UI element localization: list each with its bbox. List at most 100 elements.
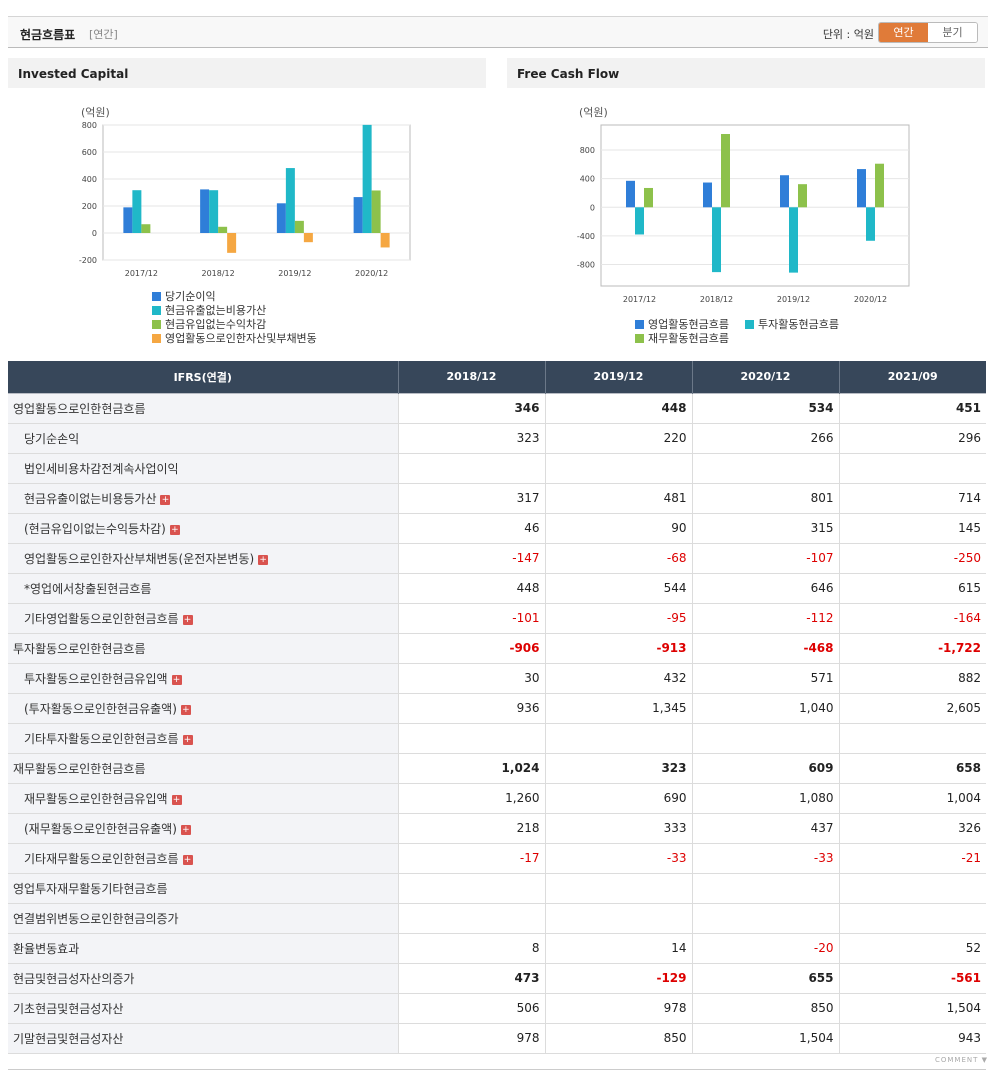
bar [362,124,372,233]
expand-icon[interactable]: + [180,704,191,715]
row-value: 571 [691,663,839,694]
table-row: 연결범위변동으로인한현금의증가 [8,902,986,934]
table-row: 재무활동으로인한현금유입액 +1,260 690 1,080 1,004 [8,783,986,814]
row-value: 296 [838,423,986,454]
row-value: 90 [544,513,692,544]
row-value: 1,345 [544,693,692,724]
row-value: 609 [691,752,839,784]
row-value: 473 [397,962,545,994]
table-row: 기말현금및현금성자산 978 850 1,504 943 [8,1022,986,1054]
table-row: 영업투자재무활동기타현금흐름 [8,872,986,904]
row-value: 1,024 [397,752,545,784]
row-value: 943 [838,1022,986,1054]
row-value: 714 [838,483,986,514]
bar [626,180,635,208]
row-label-text: 투자활동으로인한현금유입액 [24,671,168,686]
expand-icon[interactable]: + [171,674,182,685]
row-label: (재무활동으로인한현금유출액) + [8,813,398,844]
expand-icon[interactable]: + [169,524,180,535]
free-cash-flow-chart: (억원) 800 400 0 -400 -800 2017/12 2018/12 2019/12… [577,106,910,345]
row-value: 323 [544,752,692,784]
row-value [838,453,986,484]
row-label: 기타투자활동으로인한현금흐름 + [8,723,398,754]
row-value: 52 [838,932,986,964]
legend-swatch [635,334,644,343]
row-label-text: 투자활동으로인한현금흐름 [13,641,146,656]
free-cash-flow-panel: Free Cash Flow (억원) 800 400 0 -400 -800 2017/1… [507,58,985,354]
table-row: 영업활동으로인한자산부채변동(운전자본변동) + -147 -68 -107 -250 [8,543,986,574]
row-value: 326 [838,813,986,844]
quarterly-button[interactable]: 분기 [928,23,977,42]
row-value: 978 [544,992,692,1024]
page-title: 현금흐름표 [20,28,76,42]
comment-toggle[interactable]: COMMENT ▼ [934,1056,988,1064]
legend-swatch [152,306,161,315]
unit-label: 단위 : 억원 [822,28,874,41]
row-label-text: 기타투자활동으로인한현금흐름 [24,731,179,746]
row-value [544,902,692,934]
bar [798,184,807,208]
bar [218,226,228,233]
expand-icon[interactable]: + [182,854,193,865]
row-label-text: 당기순손익 [24,431,80,446]
row-label: 투자활동으로인한현금유입액 + [8,663,398,694]
expand-icon[interactable]: + [180,824,191,835]
legend-label: 현금유출없는비용가산 [165,304,266,317]
bar [209,190,219,233]
row-label: (투자활동으로인한현금유출액) + [8,693,398,724]
legend-label: 투자활동현금흐름 [758,317,839,331]
row-value: 658 [838,752,986,784]
row-value: -33 [691,843,839,874]
y-tick-label: 400 [82,175,97,184]
legend-swatch [745,320,754,329]
period-toggle: 연간 분기 [878,22,978,43]
expand-icon[interactable]: + [182,734,193,745]
header-ifrs: IFRS(연결) [8,361,398,393]
bar [644,187,653,208]
table-row: (재무활동으로인한현금유출액) +218 333 437 326 [8,813,986,844]
row-value: -913 [544,632,692,664]
row-label: (현금유입이없는수익등차감) + [8,513,398,544]
row-value: -68 [544,543,692,574]
row-label: 당기순손익 [8,423,398,454]
bar [294,220,304,233]
x-tick-label: 2019/12 [278,269,311,278]
row-value: 1,080 [691,783,839,814]
y-tick-label: 600 [82,148,97,157]
table-row: 기타영업활동으로인한현금흐름 + -101 -95 -112 -164 [8,603,986,634]
row-value: 850 [544,1022,692,1054]
expand-icon[interactable]: + [182,614,193,625]
row-value [691,723,839,754]
expand-icon[interactable]: + [258,554,269,565]
expand-icon[interactable]: + [160,494,171,505]
row-label: 재무활동으로인한현금흐름 [8,752,398,784]
row-label: 투자활동으로인한현금흐름 [8,632,398,664]
row-value: 544 [544,573,692,604]
bar [789,207,798,273]
row-label-text: *영업에서창출된현금흐름 [24,581,152,596]
row-value: 448 [397,573,545,604]
table-row: 기타투자활동으로인한현금흐름 + [8,723,986,754]
x-tick-label: 2017/12 [125,269,158,278]
legend-label: 영업활동현금흐름 [648,317,729,331]
row-value: 655 [691,962,839,994]
row-label: 환율변동효과 [8,932,398,964]
table-row: 영업활동으로인한현금흐름 346 448 534 451 [8,392,986,424]
expand-icon[interactable]: + [171,794,182,805]
bar [276,203,286,233]
row-value: 437 [691,813,839,844]
row-label: 기타영업활동으로인한현금흐름 + [8,603,398,634]
bar [635,207,644,235]
row-label-text: 영업활동으로인한현금흐름 [13,401,146,416]
table-row: 당기순손익 323 220 266 296 [8,423,986,454]
bar [866,207,875,241]
annual-button[interactable]: 연간 [879,23,928,42]
bar [780,175,789,208]
table-row: 투자활동으로인한현금유입액 +30 432 571 882 [8,663,986,694]
x-tick-label: 2018/12 [700,295,733,304]
row-value: 451 [838,392,986,424]
header-2020: 2020/12 [691,361,839,393]
row-value [838,902,986,934]
plot-frame [102,124,411,261]
row-label: 기초현금및현금성자산 [8,992,398,1024]
